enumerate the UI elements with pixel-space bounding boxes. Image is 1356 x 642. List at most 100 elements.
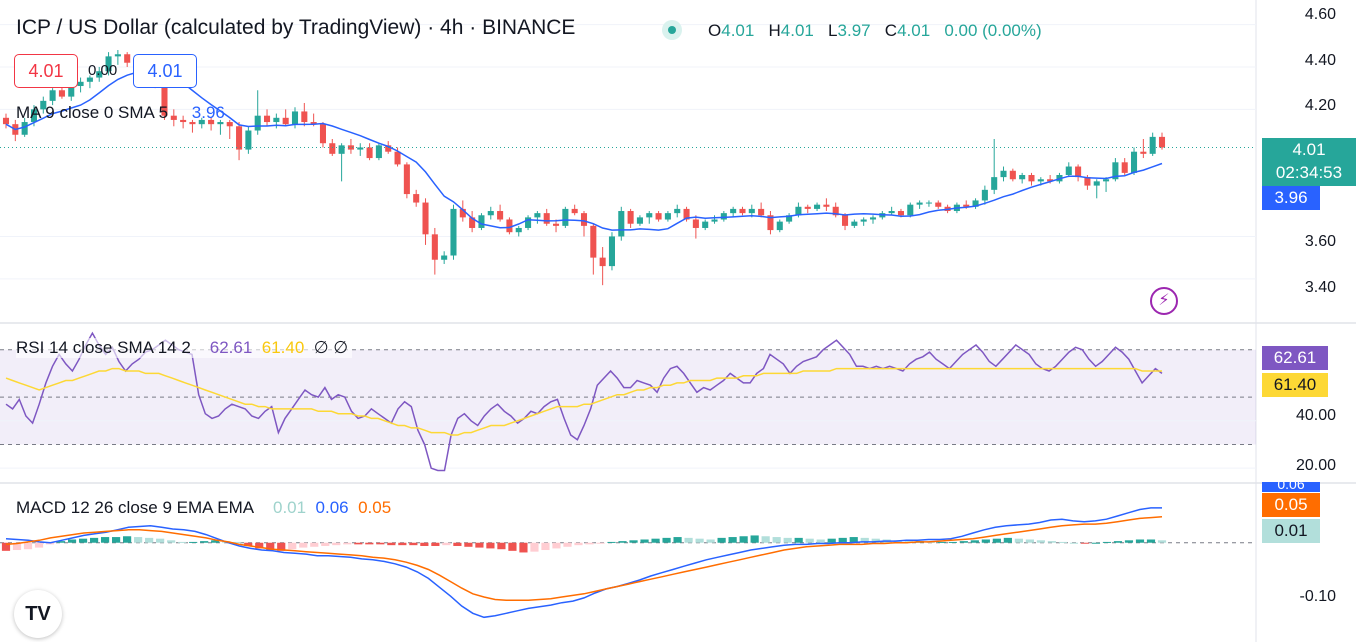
- macd-histogram-bar: [486, 542, 495, 549]
- candle: [674, 208, 681, 214]
- bar-countdown: 02:34:53: [1275, 163, 1343, 182]
- candle: [767, 215, 774, 231]
- ma-legend-label: MA 9 close 0 SMA 5: [16, 103, 169, 122]
- macd-histogram-bar: [266, 542, 275, 551]
- candle: [217, 122, 224, 125]
- macd-hist-legend-value: 0.01: [273, 498, 307, 517]
- rsi-legend-extra: ∅ ∅: [313, 338, 349, 357]
- macd-histogram-bar: [56, 541, 66, 543]
- candle: [245, 130, 252, 150]
- macd-histogram-bar: [519, 542, 528, 553]
- low-value: 3.97: [837, 21, 871, 40]
- candle: [580, 213, 588, 226]
- spread-value: 0.00: [88, 62, 118, 79]
- macd-histogram-bar: [409, 542, 418, 546]
- macd-histogram-bar: [431, 542, 440, 546]
- candle: [543, 213, 550, 224]
- candle: [655, 213, 662, 220]
- candle: [497, 211, 504, 220]
- rsi-line: [5, 331, 1163, 472]
- rsi-legend[interactable]: RSI 14 close SMA 14 2 62.61 61.40 ∅ ∅: [16, 338, 353, 358]
- candle: [739, 208, 746, 214]
- candle: [1140, 151, 1147, 154]
- macd-histogram-bar: [849, 537, 858, 543]
- candle: [963, 204, 970, 207]
- macd-histogram-bar: [948, 541, 957, 543]
- macd-histogram-bar: [662, 537, 671, 543]
- candle: [273, 117, 280, 123]
- candle: [814, 204, 821, 209]
- candle: [422, 202, 429, 235]
- candle: [459, 208, 466, 218]
- candle: [869, 217, 877, 220]
- macd-histogram-bar: [354, 542, 363, 545]
- high-label: H: [768, 21, 781, 40]
- candle: [301, 111, 308, 123]
- flash-icon[interactable]: ⚡: [1150, 287, 1178, 315]
- candle: [1149, 136, 1156, 154]
- last-price-tag: 4.01 02:34:53: [1262, 138, 1356, 186]
- macd-histogram-bar: [1135, 539, 1145, 543]
- ma-legend[interactable]: MA 9 close 0 SMA 5 3.96: [16, 103, 225, 123]
- macd-histogram-bar: [794, 537, 803, 543]
- candle: [599, 257, 606, 267]
- macd-histogram-bar: [651, 538, 660, 543]
- candle: [347, 145, 354, 150]
- candle: [711, 219, 718, 222]
- macd-histogram-bar: [178, 541, 187, 543]
- rsi-legend-label: RSI 14 close SMA 14 2: [16, 338, 191, 357]
- candle: [394, 151, 401, 165]
- open-label: O: [708, 21, 722, 40]
- candle: [254, 115, 261, 131]
- candle: [1121, 162, 1128, 173]
- candle: [487, 211, 494, 216]
- candle: [925, 202, 932, 204]
- candle: [291, 111, 299, 125]
- macd-histogram-bar: [310, 542, 319, 547]
- candle: [161, 83, 168, 116]
- macd-histogram-bar: [200, 541, 209, 543]
- macd-histogram-bar: [772, 537, 781, 543]
- candle: [68, 86, 75, 97]
- high-value: 4.01: [780, 21, 814, 40]
- price-tick: 3.40: [1304, 279, 1336, 296]
- tradingview-logo-icon[interactable]: TV: [14, 590, 62, 638]
- macd-histogram-bar: [420, 542, 429, 546]
- macd-histogram-bar: [453, 542, 462, 546]
- candle: [40, 100, 47, 110]
- macd-histogram-bar: [67, 539, 77, 543]
- macd-histogram-bar: [640, 539, 649, 543]
- candle: [720, 213, 727, 220]
- candle: [562, 208, 569, 226]
- candle: [208, 119, 215, 125]
- macd-legend[interactable]: MACD 12 26 close 9 EMA EMA 0.01 0.06 0.0…: [16, 498, 391, 518]
- macd-histogram-bar: [981, 539, 990, 543]
- candle: [832, 206, 839, 216]
- macd-histogram-bar: [255, 542, 264, 549]
- candle: [1065, 166, 1072, 176]
- macd-histogram-bar: [629, 540, 638, 543]
- candle: [515, 227, 522, 233]
- close-label: C: [884, 21, 898, 40]
- buy-button[interactable]: 4.01: [133, 54, 197, 88]
- macd-histogram-bar: [706, 539, 715, 543]
- candle: [1009, 170, 1016, 180]
- candle: [664, 213, 671, 220]
- candle: [1000, 170, 1007, 178]
- macd-line-legend-value: 0.06: [315, 498, 349, 517]
- macd-histogram-bar: [618, 541, 627, 543]
- ohlc-readout: O4.01 H4.01 L3.97 C4.01 0.00 (0.00%): [708, 21, 1042, 41]
- rsi-tick: 40.00: [1295, 407, 1336, 424]
- sell-button[interactable]: 4.01: [14, 54, 78, 88]
- candle: [21, 122, 28, 135]
- price-tick: 4.20: [1304, 97, 1336, 114]
- macd-histogram-bar: [1047, 541, 1056, 543]
- change-value: 0.00 (0.00%): [944, 21, 1042, 40]
- macd-histogram-bar: [1146, 539, 1156, 543]
- macd-histogram-bar: [695, 538, 704, 543]
- candle: [385, 145, 392, 152]
- market-status-icon: [662, 20, 682, 40]
- macd-histogram-bar: [34, 542, 44, 548]
- rsi-legend-value: 62.61: [209, 338, 253, 357]
